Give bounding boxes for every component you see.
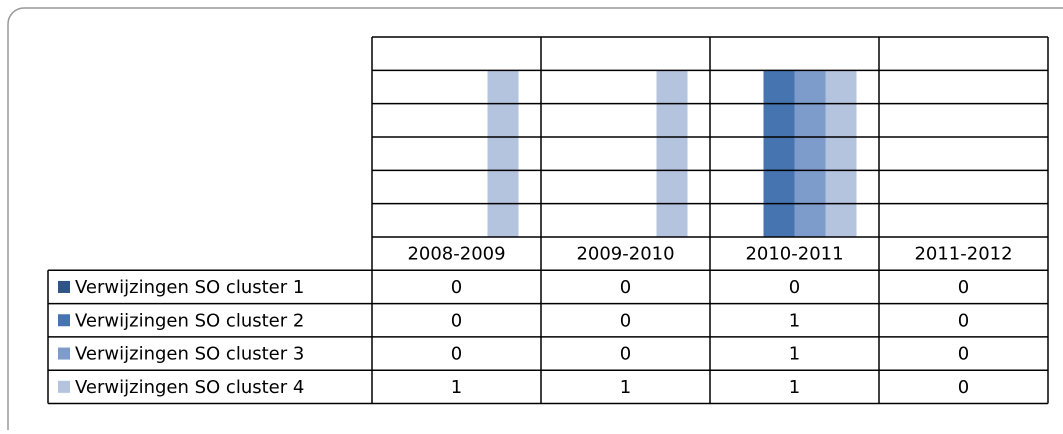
legend-swatch: [58, 380, 70, 393]
table-value: 0: [958, 377, 969, 398]
x-tick-label: 2009-2010: [576, 244, 674, 265]
legend-swatch: [58, 280, 70, 293]
table-value: 0: [958, 277, 969, 298]
x-tick-label: 2011-2012: [914, 244, 1012, 265]
x-tick-label: 2010-2011: [745, 244, 843, 265]
legend-swatch: [58, 347, 70, 360]
table-value: 1: [789, 344, 800, 365]
table-value: 1: [620, 377, 631, 398]
table-value: 0: [620, 277, 631, 298]
bar: [794, 70, 826, 237]
table-value: 1: [789, 310, 800, 331]
bar: [825, 70, 857, 237]
legend-label: Verwijzingen SO cluster 2: [75, 310, 304, 331]
table-value: 0: [451, 277, 462, 298]
table-value: 0: [620, 310, 631, 331]
table-value: 1: [789, 377, 800, 398]
table-value: 0: [958, 344, 969, 365]
table-value: 0: [451, 344, 462, 365]
table-value: 0: [958, 310, 969, 331]
legend-label: Verwijzingen SO cluster 1: [75, 277, 304, 298]
table-value: 1: [451, 377, 462, 398]
table-value: 0: [451, 310, 462, 331]
bar: [487, 70, 519, 237]
bar: [763, 70, 795, 237]
legend-label: Verwijzingen SO cluster 4: [75, 377, 304, 398]
table-value: 0: [620, 344, 631, 365]
x-tick-label: 2008-2009: [407, 244, 505, 265]
legend-swatch: [58, 314, 70, 327]
legend-label: Verwijzingen SO cluster 3: [75, 344, 304, 365]
table-value: 0: [789, 277, 800, 298]
bar: [656, 70, 688, 237]
chart-frame: [7, 7, 1063, 434]
